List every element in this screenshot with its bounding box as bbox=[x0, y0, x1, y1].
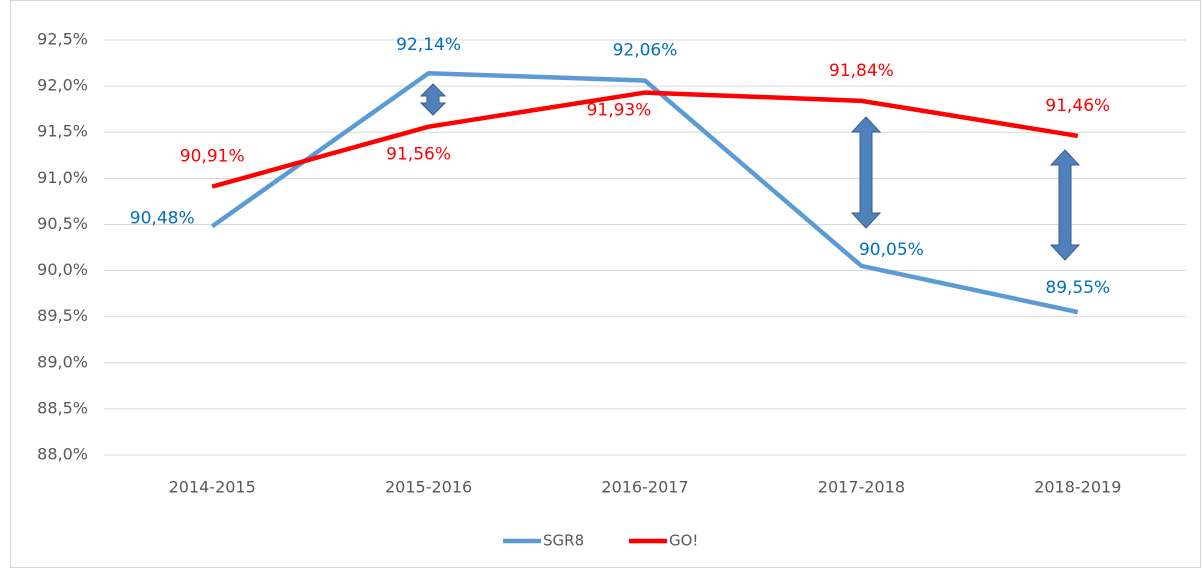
value-label: 90,48% bbox=[130, 208, 195, 228]
x-tick-label: 2016-2017 bbox=[601, 478, 688, 497]
y-tick-label: 91,5% bbox=[37, 122, 88, 141]
legend-label: GO! bbox=[669, 532, 698, 550]
value-label: 92,06% bbox=[613, 41, 678, 61]
y-tick-label: 92,0% bbox=[37, 76, 88, 95]
series-line bbox=[210, 70, 1079, 315]
gap-arrow bbox=[419, 83, 447, 116]
value-label: 90,91% bbox=[180, 147, 245, 167]
y-tick-label: 89,5% bbox=[37, 306, 88, 325]
value-label: 91,93% bbox=[587, 101, 652, 121]
value-label: 91,84% bbox=[829, 61, 894, 81]
x-tick-label: 2014-2015 bbox=[169, 478, 256, 497]
y-tick-label: 88,0% bbox=[37, 445, 88, 464]
legend-label: SGR8 bbox=[543, 532, 584, 550]
series-line bbox=[211, 90, 1079, 189]
value-label: 92,14% bbox=[396, 35, 461, 55]
y-tick-label: 92,5% bbox=[37, 30, 88, 49]
y-tick-label: 89,0% bbox=[37, 352, 88, 371]
x-tick-label: 2018-2019 bbox=[1034, 478, 1121, 497]
value-label: 90,05% bbox=[859, 240, 924, 260]
value-label: 89,55% bbox=[1045, 278, 1110, 298]
gap-arrow bbox=[850, 116, 882, 229]
x-tick-label: 2017-2018 bbox=[818, 478, 905, 497]
y-tick-label: 90,0% bbox=[37, 260, 88, 279]
y-tick-label: 88,5% bbox=[37, 398, 88, 417]
chart-frame bbox=[10, 0, 1201, 568]
value-label: 91,46% bbox=[1045, 96, 1110, 116]
gap-arrow bbox=[1049, 149, 1081, 261]
gap-arrows bbox=[419, 83, 1081, 261]
y-tick-label: 91,0% bbox=[37, 168, 88, 187]
y-tick-label: 90,5% bbox=[37, 214, 88, 233]
value-label: 91,56% bbox=[386, 145, 451, 165]
x-tick-label: 2015-2016 bbox=[385, 478, 472, 497]
